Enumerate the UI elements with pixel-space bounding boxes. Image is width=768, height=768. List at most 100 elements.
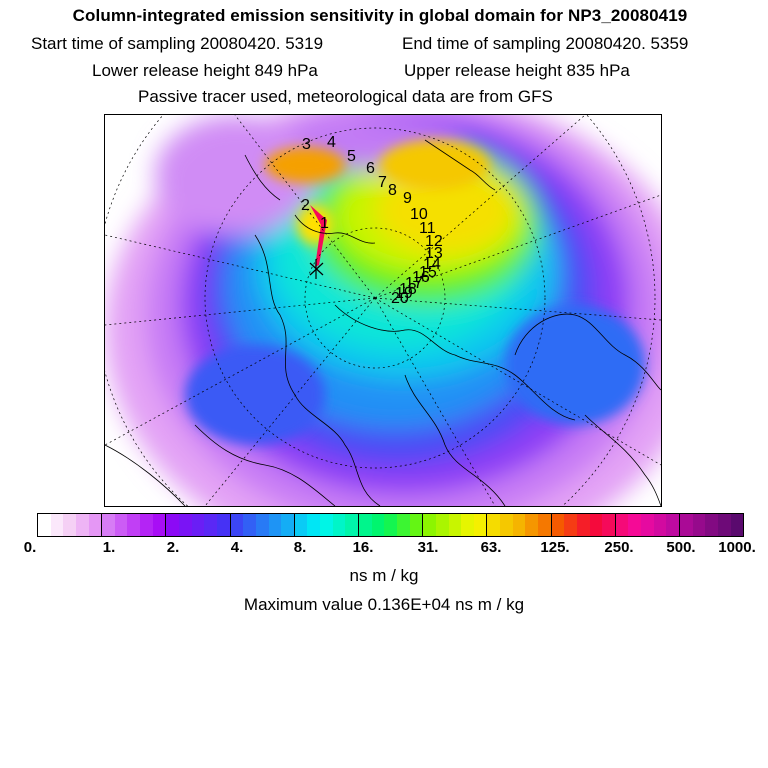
colorbar-swatch [564,514,577,536]
trajectory-label: 1 [320,215,329,232]
colorbar-tick: 1000. [718,539,756,556]
colorbar-swatch [152,514,167,536]
colorbar-swatch [461,514,474,536]
plot-title: Column-integrated emission sensitivity i… [72,6,688,25]
colorbar-swatch [512,514,526,536]
colorbar-tick: 2. [166,539,180,556]
colorbar-swatch [423,514,436,536]
colorbar-swatch [345,514,360,536]
colorbar [37,513,744,537]
colorbar-swatch [268,514,282,536]
meridian-lines [105,115,661,506]
colorbar-swatch [576,514,590,536]
colorbar-swatch [487,514,501,536]
colorbar-swatch [127,514,141,536]
trajectory-label: 11 [419,220,436,237]
colorbar-tick: 500. [666,539,696,556]
end-time-label: End time of sampling 20080420. 5359 [402,34,689,53]
colorbar-swatch [615,514,629,536]
colorbar-swatch [216,514,231,536]
colorbar-swatch [179,514,192,536]
start-time-label: Start time of sampling 20080420. 5319 [31,34,324,53]
release-site-marker [309,259,324,279]
colorbar-swatch [448,514,462,536]
trajectory-label: 10 [410,206,428,223]
colorbar-swatch [666,514,681,536]
colorbar-swatch [589,514,603,536]
trajectory-label: 14 [423,256,441,273]
trajectory-label: 6 [366,160,375,177]
colorbar-swatch [204,514,217,536]
colorbar-swatch [230,514,244,536]
colorbar-tick: 16. [352,539,374,556]
upper-height-label: Upper release height 835 hPa [404,61,630,80]
colorbar-swatch [384,514,397,536]
colorbar-swatch [409,514,424,536]
trajectory-label: 12 [425,233,443,250]
latitude-circles [105,115,656,506]
colorbar-swatch [50,514,64,536]
colorbar-swatch [307,514,321,536]
colorbar-tick: 63. [480,539,502,556]
colorbar-swatch [602,514,616,536]
colorbar-swatch [641,514,654,536]
emission-sensitivity-map: 1 2 3 4 5 6 7 8 9 10 11 12 13 14 15 16 1… [104,114,662,507]
colorbar-swatch [281,514,295,536]
colorbar-swatch [371,514,385,536]
trajectory-label: 2 [301,197,310,214]
colorbar-tick: 250. [604,539,634,556]
max-value-label: Maximum value 0.136E+04 ns m / kg [243,595,525,614]
trajectory-label: 8 [388,182,397,199]
colorbar-swatch [680,514,693,536]
colorbar-tick: 125. [540,539,570,556]
colorbar-swatch [88,514,103,536]
colorbar-tick: 1. [102,539,116,556]
colorbar-swatch [102,514,115,536]
sensitivity-field [105,115,661,506]
colorbar-swatch [653,514,667,536]
colorbar-swatch [294,514,308,536]
colorbar-swatch [628,514,642,536]
colorbar-swatch [243,514,256,536]
colorbar-swatch [537,514,552,536]
colorbar-swatch [705,514,718,536]
trajectory-label: 17 [405,275,423,292]
trajectory-label: 16 [412,269,430,286]
lower-height-label: Lower release height 849 hPa [92,61,318,80]
tracer-note: Passive tracer used, meteorological data… [138,87,553,106]
trajectory-label: 9 [403,190,412,207]
trajectory-label: 4 [327,134,336,151]
colorbar-swatch [730,514,744,536]
colorbar-swatch [63,514,76,536]
colorbar-swatch [75,514,89,536]
trajectory-labels: 1 2 3 4 5 6 7 8 9 10 11 12 13 14 15 16 1… [301,134,443,307]
colorbar-swatch [525,514,538,536]
colorbar-swatch [255,514,269,536]
trajectory-label: 13 [425,245,443,262]
colorbar-tick: 8. [293,539,307,556]
colorbar-tick: 4. [230,539,244,556]
trajectory-label: 20 [391,290,409,307]
coastlines [105,139,661,506]
colorbar-swatch [140,514,153,536]
trajectory-label: 18 [399,281,417,298]
colorbar-swatch [191,514,205,536]
colorbar-swatch [500,514,513,536]
colorbar-swatch [114,514,128,536]
colorbar-swatch [692,514,706,536]
trajectory-label: 7 [378,174,387,191]
colorbar-tick: 31. [417,539,439,556]
colorbar-tick: 0. [23,539,37,556]
trajectory-label: 15 [419,264,437,281]
colorbar-swatch [551,514,565,536]
colorbar-swatch [359,514,372,536]
colorbar-swatch [396,514,410,536]
colorbar-swatch [166,514,180,536]
colorbar-swatch [717,514,731,536]
colorbar-swatch [332,514,346,536]
map-canvas: 1 2 3 4 5 6 7 8 9 10 11 12 13 14 15 16 1… [105,115,661,506]
trajectory-label: 19 [395,285,413,302]
units-label: ns m / kg [349,566,419,585]
colorbar-swatch [320,514,333,536]
trajectory-label: 3 [302,136,311,153]
